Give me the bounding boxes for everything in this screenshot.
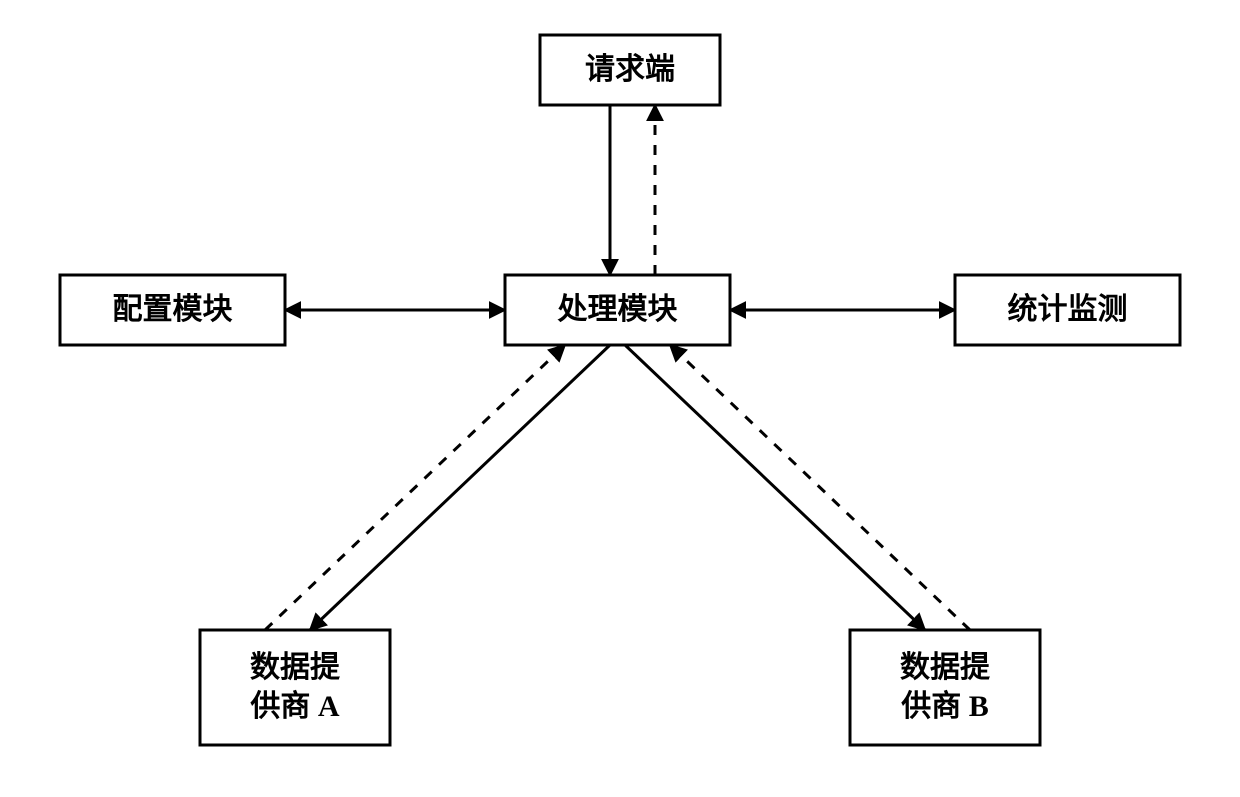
edge-providerA-process (265, 345, 565, 630)
node-provider-b: 数据提 供商 B (850, 630, 1040, 745)
node-provider-b-box (850, 630, 1040, 745)
architecture-diagram: 请求端 配置模块 处理模块 统计监测 数据提 供商 A 数据提 供商 B (0, 0, 1240, 797)
node-provider-a-box (200, 630, 390, 745)
node-provider-a-label-2: 供商 A (249, 690, 339, 723)
edges (265, 105, 970, 630)
node-provider-a-label-1: 数据提 (250, 651, 341, 684)
node-provider-a: 数据提 供商 A (200, 630, 390, 745)
edge-process-providerA (310, 345, 610, 630)
node-monitor-label: 统计监测 (1008, 292, 1128, 326)
node-config-label: 配置模块 (113, 293, 233, 326)
node-monitor: 统计监测 (955, 275, 1180, 345)
node-provider-b-label-1: 数据提 (900, 651, 991, 684)
edge-providerB-process (670, 345, 970, 630)
node-process: 处理模块 (505, 275, 730, 345)
node-provider-b-label-2: 供商 B (900, 690, 989, 723)
node-config: 配置模块 (60, 275, 285, 345)
node-process-label: 处理模块 (557, 293, 678, 326)
edge-process-providerB (625, 345, 925, 630)
node-request: 请求端 (540, 35, 720, 105)
node-request-label: 请求端 (585, 53, 675, 86)
